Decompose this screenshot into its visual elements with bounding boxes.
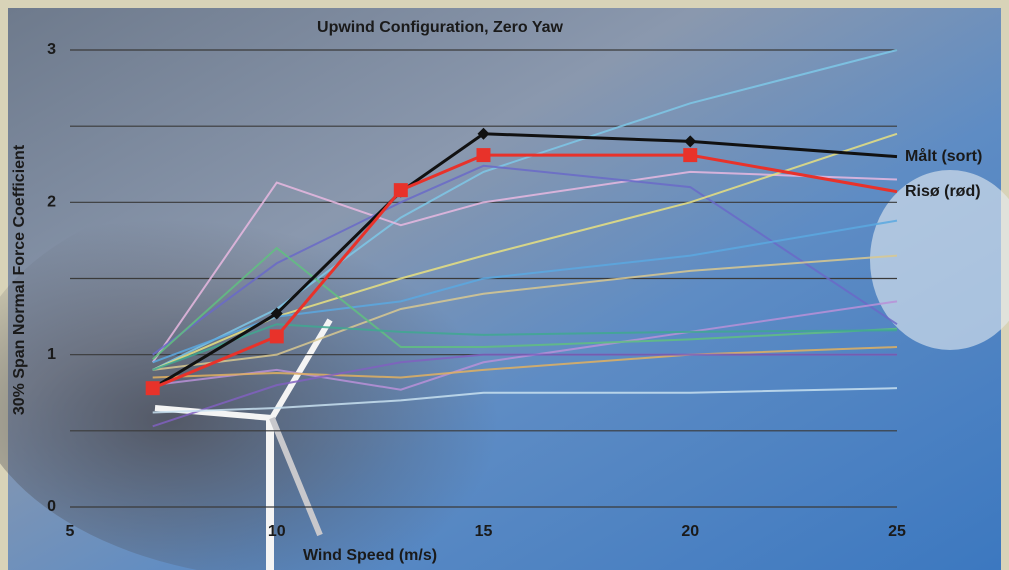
chart-title: Upwind Configuration, Zero Yaw [317, 19, 563, 36]
series-line [151, 132, 898, 390]
series-label: Risø (rød) [905, 183, 981, 200]
reference-line [152, 164, 898, 356]
y-tick-label: 3 [47, 41, 56, 58]
y-tick-label: 2 [47, 194, 56, 211]
reference-line [152, 219, 898, 364]
x-tick-label: 25 [888, 523, 906, 540]
x-tick-label: 15 [475, 523, 493, 540]
reference-line [152, 346, 898, 379]
reference-line [152, 246, 898, 360]
marker [477, 127, 490, 140]
y-tick-label: 0 [47, 498, 56, 515]
marker [684, 135, 697, 148]
x-axis-label: Wind Speed (m/s) [303, 547, 437, 564]
series-label: Målt (sort) [905, 147, 982, 165]
marker [269, 329, 284, 344]
reference-line [152, 387, 898, 414]
marker [145, 381, 160, 396]
y-tick-label: 1 [47, 346, 56, 363]
reference-line [152, 353, 897, 428]
cloud [870, 170, 1009, 350]
x-tick-label: 10 [268, 523, 286, 540]
marker [476, 148, 491, 163]
reference-line [151, 170, 898, 363]
marker [270, 307, 283, 320]
marker [393, 183, 408, 198]
series-line [152, 153, 898, 390]
reference-line [152, 49, 898, 371]
marker [683, 148, 698, 163]
x-tick-label: 5 [66, 523, 75, 540]
reference-line [152, 300, 898, 391]
reference-line [152, 323, 898, 371]
turbine [154, 318, 333, 570]
y-axis-label: 30% Span Normal Force Coefficient [11, 144, 28, 415]
x-tick-label: 20 [681, 523, 699, 540]
reference-line [152, 254, 898, 371]
